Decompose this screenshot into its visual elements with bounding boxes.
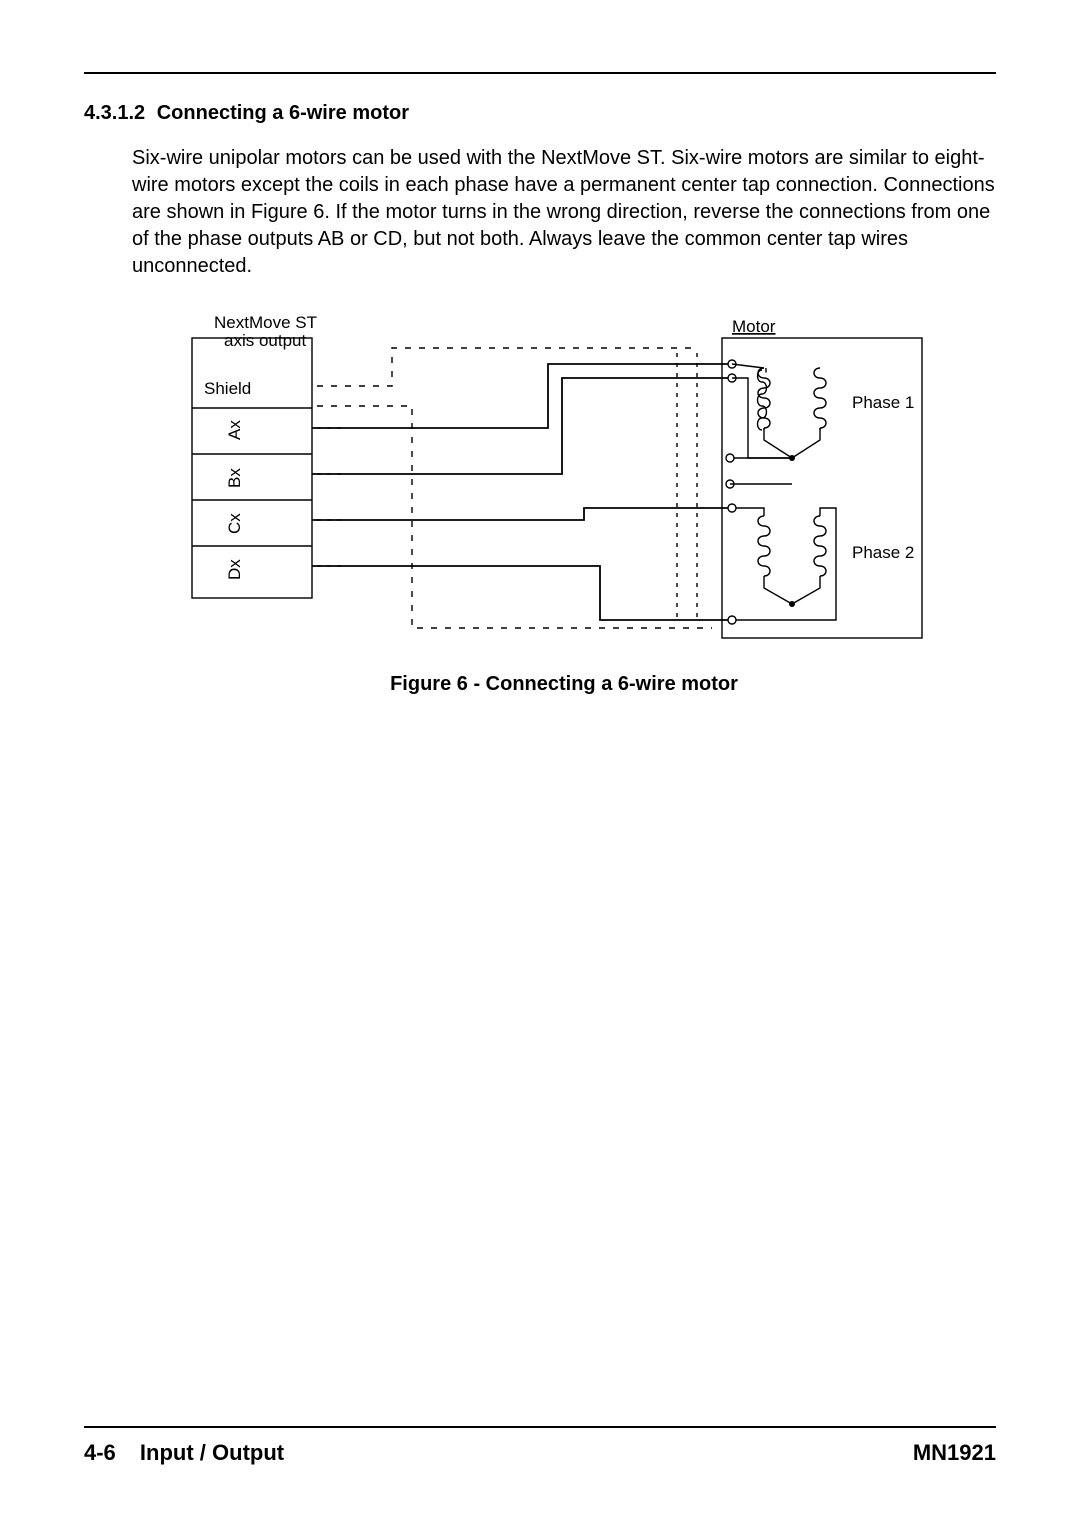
section-body: Six-wire unipolar motors can be used wit… (132, 145, 996, 280)
label-dx: Dx (225, 559, 244, 580)
figure-caption: Figure 6 - Connecting a 6-wire motor (132, 673, 996, 696)
wiring-diagram: NextMove ST axis output Shield Ax Bx Cx … (132, 308, 952, 668)
page-footer: 4-6 Input / Output MN1921 (84, 1426, 996, 1466)
footer-page-number: 4-6 (84, 1440, 116, 1465)
label-axis-output-2: axis output (224, 331, 306, 350)
label-shield: Shield (204, 379, 251, 398)
footer-left: 4-6 Input / Output (84, 1440, 284, 1466)
label-bx: Bx (225, 468, 244, 488)
figure: NextMove ST axis output Shield Ax Bx Cx … (132, 308, 996, 696)
label-phase2: Phase 2 (852, 543, 914, 562)
section-number: 4.3.1.2 (84, 102, 145, 124)
footer-section: Input / Output (140, 1440, 284, 1465)
footer-doc-id: MN1921 (913, 1440, 996, 1466)
label-phase1: Phase 1 (852, 393, 914, 412)
label-axis-output-1: NextMove ST (214, 313, 317, 332)
label-motor: Motor (732, 317, 776, 336)
label-cx: Cx (225, 513, 244, 534)
section-title: Connecting a 6-wire motor (157, 102, 409, 124)
top-horizontal-rule (84, 72, 996, 74)
section-heading: 4.3.1.2 Connecting a 6-wire motor (84, 102, 996, 125)
label-ax: Ax (225, 420, 244, 440)
footer-horizontal-rule (84, 1426, 996, 1428)
